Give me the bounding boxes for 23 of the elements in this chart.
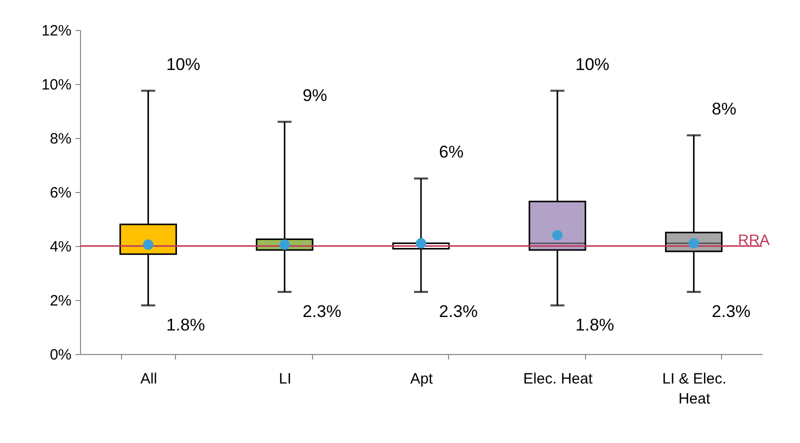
annotation: 2.3% (439, 302, 478, 321)
annotation: 2.3% (712, 302, 751, 321)
y-tick-label: 12% (41, 22, 72, 40)
x-tick-label: Apt (410, 370, 434, 388)
y-tick-label: 8% (50, 130, 72, 148)
annotation: 6% (439, 142, 464, 162)
y-tick-label: 4% (50, 238, 72, 256)
annotation: 1.8% (575, 315, 614, 334)
x-tick-label: LI (278, 370, 292, 388)
x-tick-label: Elec. Heat (523, 370, 594, 388)
y-tick-label: 6% (50, 184, 72, 202)
y-tick-label: 2% (50, 292, 72, 310)
annotation: 1.8% (166, 315, 205, 334)
annotation: 9% (302, 86, 328, 105)
annotation: 8% (712, 99, 736, 118)
y-tick-label: 0% (50, 346, 72, 364)
x-tick-label: All (140, 370, 158, 388)
annotation: 10% (166, 54, 200, 74)
annotation: 10% (575, 54, 610, 74)
x-tick-label: LI & Elec. Heat (662, 370, 726, 408)
annotation: 2.3% (302, 302, 342, 321)
y-tick-label: 10% (41, 76, 72, 94)
ref-line-label: RRA (738, 232, 770, 249)
